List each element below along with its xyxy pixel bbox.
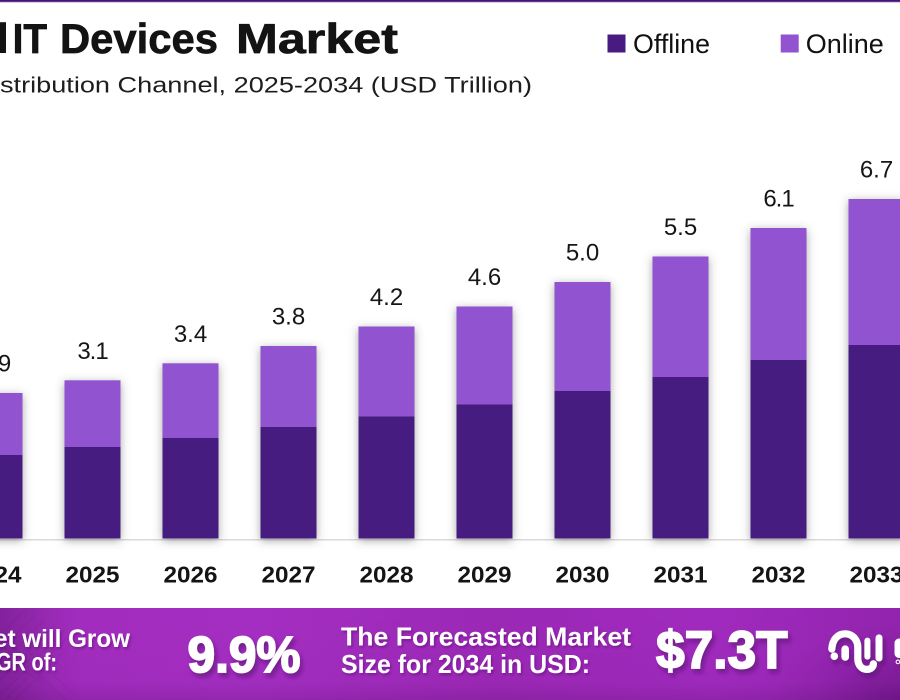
svg-text:4.2: 4.2 bbox=[370, 284, 403, 311]
svg-text:3.8: 3.8 bbox=[272, 304, 305, 331]
svg-text:2.9: 2.9 bbox=[0, 351, 11, 378]
svg-text:2029: 2029 bbox=[458, 562, 512, 588]
svg-text:2030: 2030 bbox=[556, 562, 610, 588]
svg-text:2028: 2028 bbox=[360, 562, 414, 588]
svg-text:The Forecasted Market: The Forecasted Market bbox=[341, 622, 631, 652]
svg-text:et will Grow: et will Grow bbox=[0, 625, 131, 653]
svg-text:2027: 2027 bbox=[262, 562, 316, 588]
svg-text:3.4: 3.4 bbox=[174, 321, 207, 348]
svg-text:Offline: Offline bbox=[633, 29, 710, 59]
svg-text:2025: 2025 bbox=[66, 562, 120, 588]
svg-text:6.7: 6.7 bbox=[860, 157, 893, 184]
svg-text:Market: Market bbox=[236, 15, 398, 62]
svg-text:5.0: 5.0 bbox=[566, 240, 599, 267]
svg-text:3.1: 3.1 bbox=[77, 338, 108, 365]
svg-text:stribution Channel, 2025-2034: stribution Channel, 2025-2034 (USD Trill… bbox=[0, 73, 532, 98]
svg-text:2024: 2024 bbox=[0, 562, 22, 588]
svg-text:4.6: 4.6 bbox=[468, 264, 501, 291]
svg-text:$7.3T: $7.3T bbox=[656, 621, 788, 680]
svg-text:Online: Online bbox=[806, 29, 884, 59]
svg-text:5.5: 5.5 bbox=[664, 214, 697, 241]
svg-text:Size for 2034 in USD:: Size for 2034 in USD: bbox=[341, 649, 590, 679]
svg-text:IT: IT bbox=[13, 15, 48, 62]
svg-text:GR of:: GR of: bbox=[0, 649, 57, 677]
svg-text:2031: 2031 bbox=[654, 562, 708, 588]
svg-text:6.1: 6.1 bbox=[763, 186, 794, 213]
svg-text:2032: 2032 bbox=[752, 562, 806, 588]
svg-text:9.9%: 9.9% bbox=[188, 626, 301, 683]
svg-text:2033: 2033 bbox=[850, 562, 900, 588]
svg-text:2026: 2026 bbox=[164, 562, 218, 588]
svg-text:Devices: Devices bbox=[60, 15, 218, 62]
